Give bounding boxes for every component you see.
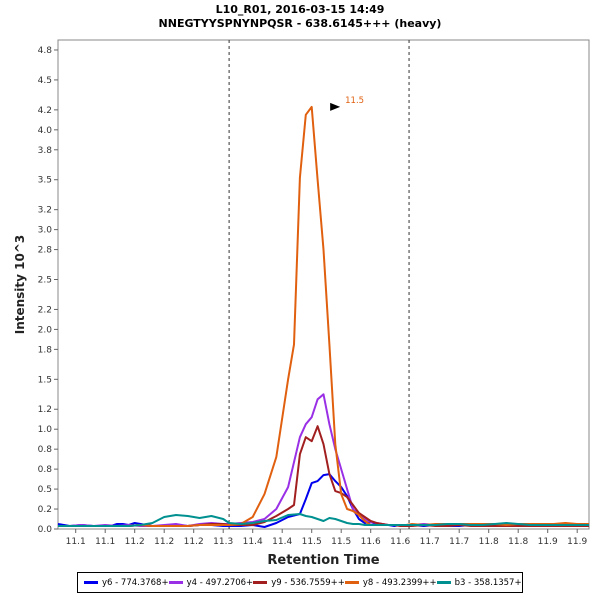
x-tick-label: 11.2 [125, 537, 145, 547]
x-tick-label: 11.1 [95, 537, 115, 547]
y-tick-label: 3.5 [38, 176, 52, 186]
x-axis-label: Retention Time [267, 553, 379, 568]
x-tick-label: 11.4 [243, 537, 263, 547]
x-tick-label: 11.8 [508, 537, 528, 547]
y-tick-label: 4.5 [38, 76, 52, 86]
y-tick-label: 4.8 [38, 46, 53, 56]
x-tick-label: 11.4 [272, 537, 292, 547]
y-tick-label: 4.2 [38, 106, 52, 116]
y-tick-label: 2.8 [38, 246, 53, 256]
y-tick-label: 4.0 [38, 126, 53, 136]
y-tick-label: 1.8 [38, 345, 53, 355]
y-tick-label: 1.0 [38, 425, 53, 435]
x-tick-label: 11.7 [449, 537, 469, 547]
y-tick-label: 0.8 [38, 445, 53, 455]
legend-item: y9 - 536.7559++ [253, 578, 345, 588]
y-tick-label: 2.5 [38, 276, 52, 286]
x-tick-label: 11.2 [184, 537, 204, 547]
y-tick-label: 0.0 [38, 525, 53, 535]
y-tick-label: 2.0 [38, 325, 53, 335]
x-tick-label: 11.5 [302, 537, 322, 547]
y-tick-label: 0.8 [38, 465, 53, 475]
legend-label: b3 - 358.1357+ [454, 577, 522, 588]
legend-swatch [344, 581, 359, 584]
x-tick-label: 11.7 [420, 537, 440, 547]
legend: y6 - 774.3768+ y4 - 497.2706+ y9 - 536.755… [77, 572, 523, 593]
legend-item: b3 - 358.1357+ [436, 577, 522, 588]
y-tick-label: 3.8 [38, 146, 53, 156]
legend-swatch [253, 581, 268, 584]
legend-swatch [168, 581, 183, 584]
y-tick-label: 3.0 [38, 226, 53, 236]
x-tick-label: 11.6 [361, 537, 381, 547]
x-tick-label: 11.8 [479, 537, 499, 547]
x-tick-label: 11.9 [567, 537, 587, 547]
chart-title: L10_R01, 2016-03-15 14:49 [215, 3, 385, 16]
legend-label: y9 - 536.7559++ [271, 577, 345, 588]
x-tick-label: 11.1 [66, 537, 86, 547]
y-tick-label: 1.2 [38, 405, 52, 415]
peak-label: 11.5 [345, 96, 364, 106]
plot-frame [57, 39, 590, 530]
legend-swatch [436, 581, 451, 584]
legend-item: y6 - 774.3768+ [84, 578, 169, 588]
legend-label: y6 - 774.3768+ [102, 577, 169, 588]
x-tick-label: 11.5 [331, 537, 351, 547]
legend-swatch [84, 581, 98, 584]
series-line-5 [58, 513, 589, 527]
x-tick-label: 11.2 [154, 537, 174, 547]
y-axis-label: Intensity 10^3 [13, 235, 27, 335]
legend-item: y4 - 497.2706+ [168, 577, 254, 588]
y-tick-label: 2.2 [38, 305, 52, 315]
x-tick-label: 11.9 [538, 537, 558, 547]
x-tick-label: 11.6 [390, 537, 410, 547]
legend-item: y8 - 493.2399++ [344, 577, 437, 588]
legend-label: y8 - 493.2399++ [362, 577, 437, 588]
peak-marker-icon [330, 102, 341, 111]
x-tick-label: 11.3 [213, 537, 233, 547]
legend-label: y4 - 497.2706+ [186, 577, 254, 588]
y-tick-label: 1.5 [38, 375, 52, 385]
chart-subtitle: NNEGTYYSPNYNPQSR - 638.6145+++ (heavy) [158, 17, 442, 30]
y-tick-label: 0.2 [38, 505, 52, 515]
y-tick-label: 3.2 [38, 206, 52, 216]
y-tick-label: 0.5 [38, 485, 52, 495]
